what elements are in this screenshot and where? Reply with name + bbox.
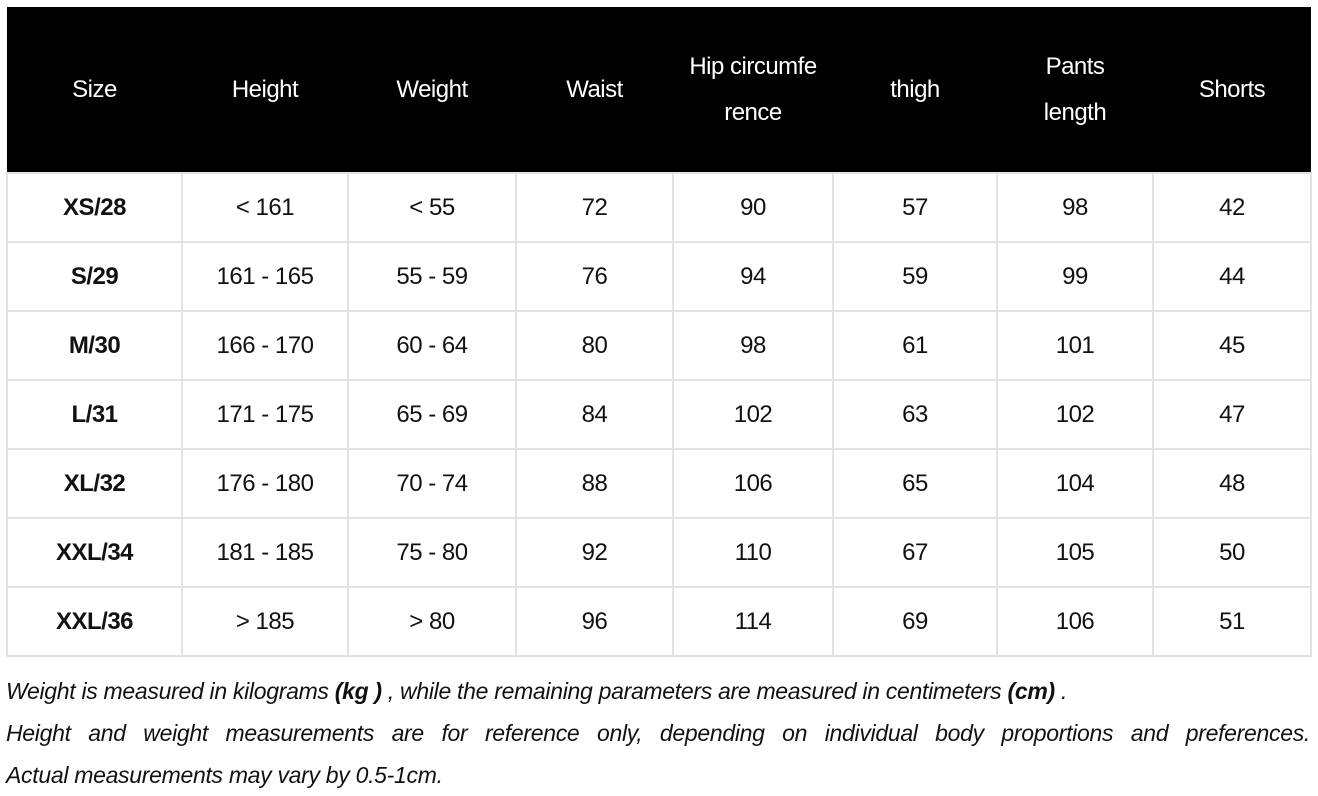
table-cell: 42 <box>1152 172 1312 243</box>
table-cell: 110 <box>672 517 834 588</box>
note-text: Weight is measured in kilograms <box>6 678 335 704</box>
table-cell: > 80 <box>347 586 517 657</box>
table-cell: < 55 <box>347 172 517 243</box>
table-row: M/30 166 - 170 60 - 64 80 98 61 101 45 <box>6 310 1312 381</box>
column-header: Size <box>7 7 182 173</box>
unit-cm: (cm) <box>1007 678 1055 704</box>
table-cell: 96 <box>515 586 674 657</box>
column-header: Weight <box>348 7 516 173</box>
table-cell: < 161 <box>181 172 349 243</box>
size-cell: XS/28 <box>6 172 183 243</box>
column-header-label: Pants length <box>1043 52 1107 126</box>
table-cell: 102 <box>996 379 1154 450</box>
table-cell: 105 <box>996 517 1154 588</box>
table-cell: 92 <box>515 517 674 588</box>
table-cell: 63 <box>832 379 998 450</box>
table-cell: 171 - 175 <box>181 379 349 450</box>
table-cell: 106 <box>996 586 1154 657</box>
size-cell: S/29 <box>6 241 183 312</box>
column-header-label: Height <box>231 75 299 103</box>
table-cell: 106 <box>672 448 834 519</box>
table-cell: 114 <box>672 586 834 657</box>
table-cell: 75 - 80 <box>347 517 517 588</box>
table-cell: 50 <box>1152 517 1312 588</box>
table-cell: 90 <box>672 172 834 243</box>
table-cell: 104 <box>996 448 1154 519</box>
table-cell: 72 <box>515 172 674 243</box>
note-text: . <box>1054 678 1068 704</box>
table-cell: 60 - 64 <box>347 310 517 381</box>
table-cell: 44 <box>1152 241 1312 312</box>
column-header: Shorts <box>1153 7 1311 173</box>
unit-kg: (kg ) <box>334 678 382 704</box>
table-row: XXL/34 181 - 185 75 - 80 92 110 67 105 50 <box>6 517 1312 588</box>
table-cell: 98 <box>672 310 834 381</box>
size-cell: L/31 <box>6 379 183 450</box>
header-row: Size Height Weight Waist Hip circumference th… <box>7 7 1311 173</box>
table-cell: 101 <box>996 310 1154 381</box>
column-header: Pants length <box>997 7 1153 173</box>
note-units: Weight is measured in kilograms (kg ) , … <box>6 670 1310 712</box>
table-cell: 65 <box>832 448 998 519</box>
size-cell: XXL/34 <box>6 517 183 588</box>
table-cell: 67 <box>832 517 998 588</box>
table-cell: 76 <box>515 241 674 312</box>
table-cell: 48 <box>1152 448 1312 519</box>
column-header-label: Shorts <box>1198 75 1266 103</box>
table-cell: 88 <box>515 448 674 519</box>
size-chart-table: Size Height Weight Waist Hip circumference th… <box>6 7 1312 657</box>
table-cell: 57 <box>832 172 998 243</box>
column-header-label: thigh <box>890 75 940 103</box>
table-cell: 69 <box>832 586 998 657</box>
table-row: XS/28 < 161 < 55 72 90 57 98 42 <box>6 172 1312 243</box>
table-cell: 99 <box>996 241 1154 312</box>
table-cell: 51 <box>1152 586 1312 657</box>
size-cell: M/30 <box>6 310 183 381</box>
table-cell: 166 - 170 <box>181 310 349 381</box>
column-header: thigh <box>833 7 997 173</box>
note-variance: Actual measurements may vary by 0.5-1cm. <box>6 762 443 788</box>
column-header-label: Waist <box>566 75 623 103</box>
table-cell: 80 <box>515 310 674 381</box>
table-cell: 47 <box>1152 379 1312 450</box>
table-cell: 181 - 185 <box>181 517 349 588</box>
size-cell: XXL/36 <box>6 586 183 657</box>
table-cell: 70 - 74 <box>347 448 517 519</box>
note-text: , while the remaining parameters are mea… <box>381 678 1008 704</box>
column-header-label: Weight <box>396 75 468 103</box>
table-cell: 65 - 69 <box>347 379 517 450</box>
table-cell: 45 <box>1152 310 1312 381</box>
table-cell: 94 <box>672 241 834 312</box>
note-reference: Height and weight measurements are for r… <box>6 720 1310 746</box>
column-header-label: Hip circumference <box>689 52 817 126</box>
table-cell: > 185 <box>181 586 349 657</box>
table-row: XXL/36 > 185 > 80 96 114 69 106 51 <box>6 586 1312 657</box>
table-cell: 102 <box>672 379 834 450</box>
table-cell: 98 <box>996 172 1154 243</box>
table-row: XL/32 176 - 180 70 - 74 88 106 65 104 48 <box>6 448 1312 519</box>
table-cell: 55 - 59 <box>347 241 517 312</box>
size-cell: XL/32 <box>6 448 183 519</box>
column-header-label: Size <box>72 75 117 103</box>
table-cell: 84 <box>515 379 674 450</box>
table-row: L/31 171 - 175 65 - 69 84 102 63 102 47 <box>6 379 1312 450</box>
table-row: S/29 161 - 165 55 - 59 76 94 59 99 44 <box>6 241 1312 312</box>
table-cell: 161 - 165 <box>181 241 349 312</box>
table-cell: 59 <box>832 241 998 312</box>
table-cell: 61 <box>832 310 998 381</box>
column-header: Waist <box>516 7 673 173</box>
table-cell: 176 - 180 <box>181 448 349 519</box>
column-header: Hip circumference <box>673 7 833 173</box>
column-header: Height <box>182 7 348 173</box>
notes: Weight is measured in kilograms (kg ) , … <box>6 670 1310 796</box>
